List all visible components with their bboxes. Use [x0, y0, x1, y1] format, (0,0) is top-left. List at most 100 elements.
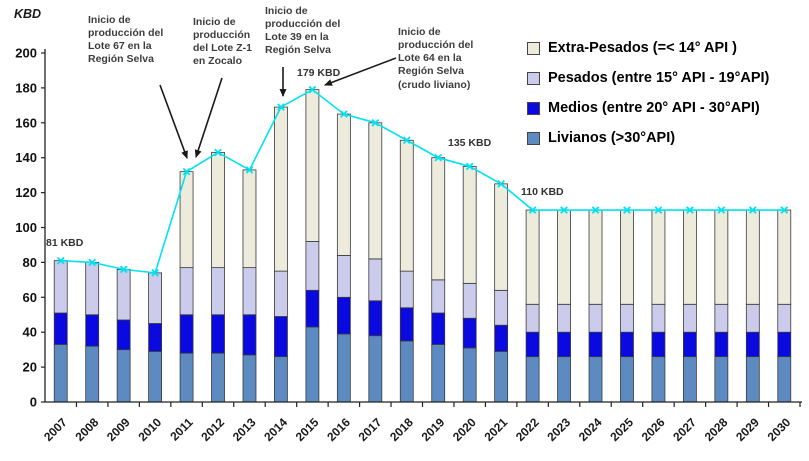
bar-segment — [682, 331, 697, 358]
annotation: Inicio de producción del Lote 39 en la R… — [265, 5, 341, 57]
bar-segment — [336, 113, 351, 256]
bar-segment — [494, 324, 509, 352]
y-axis-label: 60 — [23, 290, 37, 305]
bar-segment — [494, 289, 509, 326]
line-marker-x — [528, 206, 537, 214]
x-axis-label: 2009 — [104, 415, 133, 444]
bar-segment — [211, 267, 225, 316]
line-marker-x — [748, 206, 757, 214]
x-axis-label: 2021 — [481, 415, 510, 444]
x-axis-label: 2025 — [607, 415, 636, 444]
x-axis-label: 2028 — [702, 415, 731, 444]
bar-segment — [651, 303, 666, 333]
legend-label: Livianos (>30°API) — [548, 130, 676, 146]
y-axis-label: 40 — [23, 325, 37, 340]
bar-segment — [368, 335, 383, 403]
bar-segment — [242, 267, 257, 316]
x-axis-label: 2012 — [198, 415, 227, 444]
legend-item: Pesados (entre 15° API - 19°API) — [527, 70, 769, 86]
data-point-label: 110 KBD — [521, 186, 564, 198]
bar-segment — [116, 319, 131, 351]
x-axis-label: 2010 — [135, 415, 164, 444]
bar-segment — [557, 331, 571, 358]
y-axis-label: 100 — [15, 220, 37, 235]
annotation: Inicio de producción del Lote 67 en la R… — [88, 14, 164, 66]
y-axis-label: 180 — [15, 80, 37, 95]
bar-segment — [651, 331, 666, 358]
bar-segment — [431, 312, 446, 345]
bar-segment — [682, 209, 697, 305]
line-marker-x — [497, 180, 505, 188]
bar-segment — [588, 331, 603, 358]
bar-segment — [53, 344, 68, 403]
bar-segment — [399, 139, 414, 272]
legend-label: Extra-Pesados (=< 14° API ) — [548, 40, 738, 56]
chart-legend: Extra-Pesados (=< 14° API ) Pesados (entr… — [527, 40, 769, 146]
bar-segment — [588, 303, 603, 333]
line-marker-x — [560, 206, 568, 214]
y-axis-label: 140 — [15, 150, 37, 165]
bar-segment — [557, 356, 571, 403]
line-marker-x — [465, 162, 474, 171]
y-axis-label: 160 — [15, 115, 37, 130]
legend-label: Medios (entre 20° API - 30°API) — [548, 100, 760, 116]
bar-segment — [85, 345, 100, 403]
bar-segment — [399, 270, 414, 309]
x-axis-label: 2029 — [733, 415, 762, 444]
bar-segment — [714, 331, 729, 358]
data-point-label: 179 KBD — [297, 67, 341, 79]
line-marker-x — [780, 206, 789, 214]
x-axis-label: 2026 — [639, 415, 668, 444]
x-axis-label: 2022 — [513, 415, 542, 444]
y-axis-unit-label: KBD — [14, 7, 42, 21]
bar-segment — [85, 261, 100, 316]
bar-segment — [399, 340, 414, 403]
line-marker-x — [151, 269, 159, 277]
line-marker-x — [717, 206, 726, 214]
bar-segment — [116, 268, 131, 321]
bar-segment — [588, 209, 603, 305]
bar-segment — [274, 356, 288, 403]
legend-item: Medios (entre 20° API - 30°API) — [527, 100, 769, 116]
bar-segment — [85, 314, 100, 347]
bar-segment — [179, 352, 194, 403]
line-marker-x — [277, 103, 285, 111]
y-axis-label: 20 — [23, 360, 37, 375]
x-axis-label: 2008 — [73, 415, 102, 444]
bar-segment — [305, 289, 320, 328]
x-axis-label: 2007 — [41, 415, 70, 444]
data-point-label: 81 KBD — [46, 237, 84, 249]
bar-segment — [745, 331, 760, 358]
bar-segment — [368, 258, 383, 302]
bar-segment — [336, 333, 351, 403]
bar-segment — [462, 166, 477, 284]
y-axis-label: 200 — [15, 46, 37, 61]
bar-segment — [274, 106, 288, 272]
line-marker-x — [402, 136, 411, 145]
bar-segment — [179, 267, 194, 316]
bar-segment — [714, 209, 729, 305]
bar-segment — [682, 303, 697, 333]
bar-segment — [179, 314, 194, 354]
x-axis-label: 2023 — [544, 415, 573, 444]
legend-label: Pesados (entre 15° API - 19°API) — [548, 70, 770, 86]
y-axis-label: 120 — [15, 185, 37, 200]
bar-segment — [274, 316, 288, 358]
bar-segment — [431, 279, 446, 314]
bar-segment — [462, 282, 477, 319]
bar-segment — [305, 241, 320, 291]
line-marker-x — [591, 206, 600, 214]
legend-swatch — [527, 41, 540, 55]
bar-segment — [557, 303, 571, 333]
bar-segment — [336, 296, 351, 335]
x-axis-label: 2014 — [261, 415, 290, 444]
annotation-arrow — [194, 77, 223, 158]
y-axis-label: 80 — [23, 255, 37, 270]
bar-segment — [525, 356, 540, 403]
bar-segment — [588, 356, 603, 403]
x-axis-label: 2017 — [356, 415, 385, 444]
bar-segment — [148, 272, 163, 324]
x-axis-label: 2011 — [167, 415, 196, 444]
bar-segment — [714, 356, 729, 403]
